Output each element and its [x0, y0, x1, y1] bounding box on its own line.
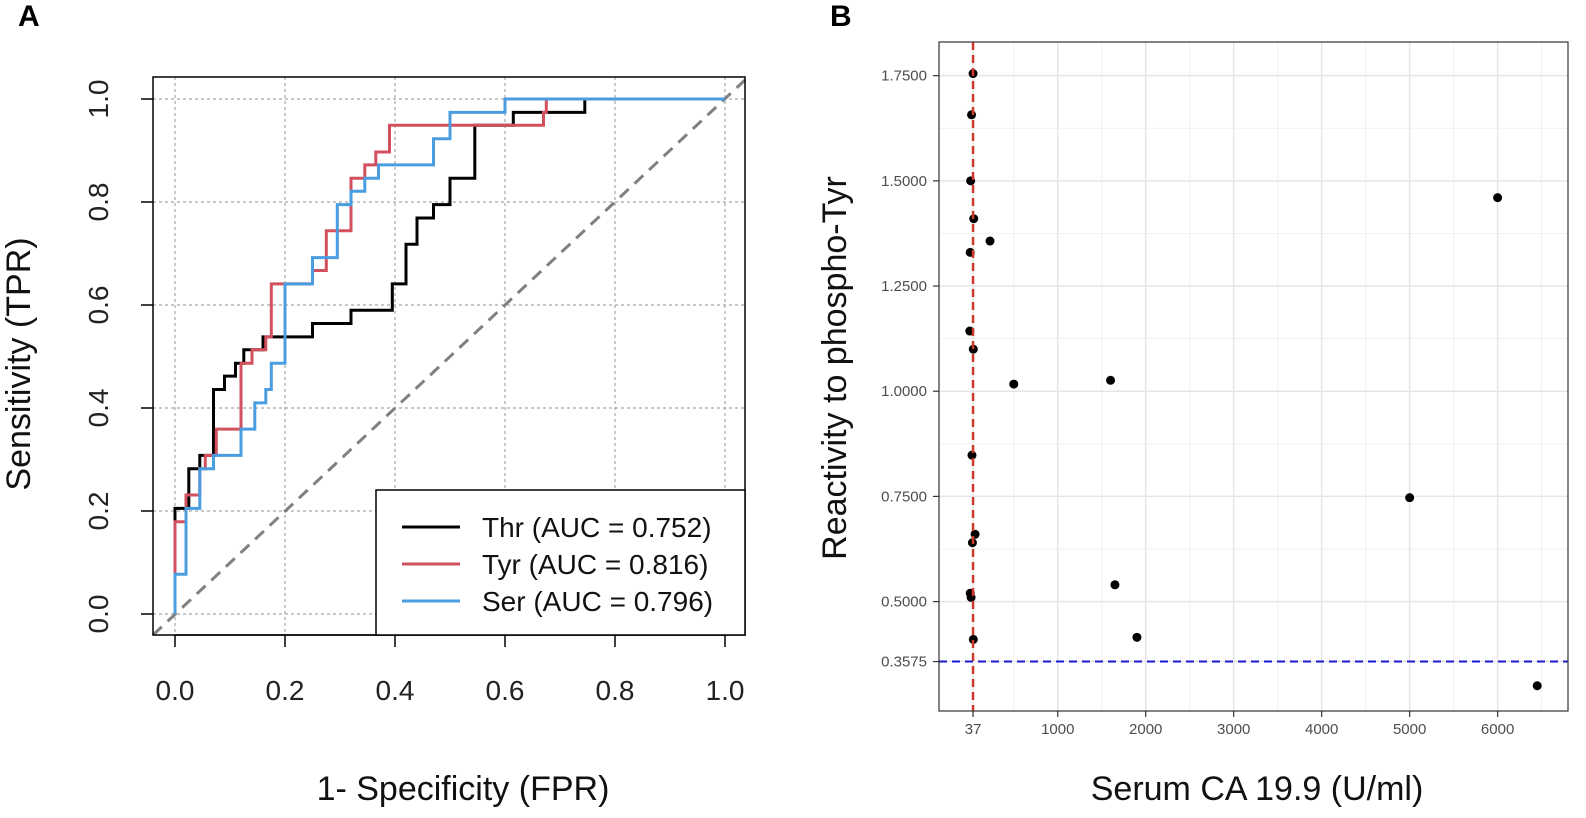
roc-legend-label-thr: Thr (AUC = 0.752)	[482, 512, 712, 543]
scatter-y-tick-label: 0.7500	[881, 488, 927, 505]
scatter-point	[968, 69, 978, 79]
scatter-point	[985, 236, 995, 246]
panel-label-a: A	[18, 0, 40, 33]
scatter-x-tick-label: 4000	[1305, 721, 1338, 738]
roc-legend: Thr (AUC = 0.752) Tyr (AUC = 0.816) Ser (A…	[375, 489, 746, 636]
roc-y-tick-label: 1.0	[83, 80, 114, 119]
scatter-point	[965, 326, 975, 336]
scatter-y-tick-label: 0.3575	[881, 654, 927, 671]
scatter-point	[968, 634, 978, 644]
scatter-plot-frame	[938, 41, 1569, 712]
roc-y-tick-label: 0.0	[83, 595, 114, 634]
scatter-point	[1132, 632, 1142, 642]
roc-curves	[173, 97, 725, 614]
scatter-point	[1009, 379, 1019, 389]
scatter-y-axis-label: Reactivity to phospho-Tyr	[816, 176, 854, 560]
scatter-y-tick-label: 1.5000	[881, 173, 927, 190]
scatter-x-axis-label: Serum CA 19.9 (U/ml)	[1091, 770, 1424, 808]
scatter-panel-background	[939, 42, 1568, 711]
scatter-grid	[939, 42, 1568, 711]
scatter-y-tick-label: 0.5000	[881, 594, 927, 611]
scatter-point	[965, 247, 975, 257]
roc-x-tick-label: 0.6	[486, 675, 525, 706]
roc-x-tick-label: 0.4	[376, 675, 415, 706]
scatter-y-tick-label: 1.7500	[881, 68, 927, 85]
scatter-point	[1493, 193, 1503, 203]
scatter-point	[1405, 493, 1415, 503]
scatter-y-tick-label: 1.0000	[881, 383, 927, 400]
roc-y-tick-label: 0.6	[83, 286, 114, 325]
roc-x-tick-label: 0.2	[266, 675, 305, 706]
scatter-point	[1532, 681, 1542, 691]
roc-legend-label-ser: Ser (AUC = 0.796)	[482, 586, 713, 617]
scatter-x-tick-label: 5000	[1393, 721, 1426, 738]
scatter-x-axis: 37 1000 2000 3000 4000 5000 6000	[965, 711, 1514, 738]
roc-y-tick-label: 0.2	[83, 492, 114, 531]
scatter-x-tick-label: 37	[965, 721, 982, 738]
scatter-point	[1110, 580, 1120, 590]
scatter-point	[967, 110, 977, 120]
panel-label-b: B	[830, 0, 852, 33]
roc-x-tick-label: 0.0	[156, 675, 195, 706]
roc-y-tick-label: 0.8	[83, 183, 114, 222]
scatter-point	[969, 214, 979, 224]
scatter-point	[968, 344, 978, 354]
roc-curve-ser	[173, 97, 725, 614]
scatter-point	[966, 176, 976, 186]
scatter-x-tick-label: 6000	[1481, 721, 1514, 738]
scatter-x-tick-label: 3000	[1217, 721, 1250, 738]
scatter-points	[965, 69, 1542, 691]
roc-diagonal-reference	[151, 78, 747, 637]
scatter-reference-lines	[939, 42, 1568, 711]
roc-x-axis-label: 1- Specificity (FPR)	[317, 770, 610, 808]
scatter-point	[965, 588, 975, 598]
scatter-point	[1106, 375, 1116, 385]
roc-y-axis-label: Sensitivity (TPR)	[0, 237, 38, 490]
scatter-point	[966, 592, 976, 602]
scatter-y-axis: 0.3575 0.5000 0.7500 1.0000 1.2500 1.5000 1.75…	[881, 68, 939, 671]
scatter-point	[967, 450, 977, 460]
scatter-y-tick-label: 1.2500	[881, 278, 927, 295]
roc-y-tick-label: 0.4	[83, 389, 114, 428]
roc-y-axis: 0.0 0.2 0.4 0.6 0.8 1.0	[83, 80, 153, 634]
scatter-x-tick-label: 2000	[1129, 721, 1162, 738]
roc-chart: 0.0 0.2 0.4 0.6 0.8 1.0 0.0 0.2 0.4 0.6 0.8 1.0 1-…	[0, 76, 747, 808]
roc-x-tick-label: 0.8	[596, 675, 635, 706]
roc-x-axis: 0.0 0.2 0.4 0.6 0.8 1.0	[156, 634, 745, 706]
roc-legend-label-tyr: Tyr (AUC = 0.816)	[482, 549, 708, 580]
scatter-x-tick-label: 1000	[1041, 721, 1074, 738]
scatter-point	[970, 529, 980, 539]
scatter-point	[967, 538, 977, 548]
roc-x-tick-label: 1.0	[706, 675, 745, 706]
